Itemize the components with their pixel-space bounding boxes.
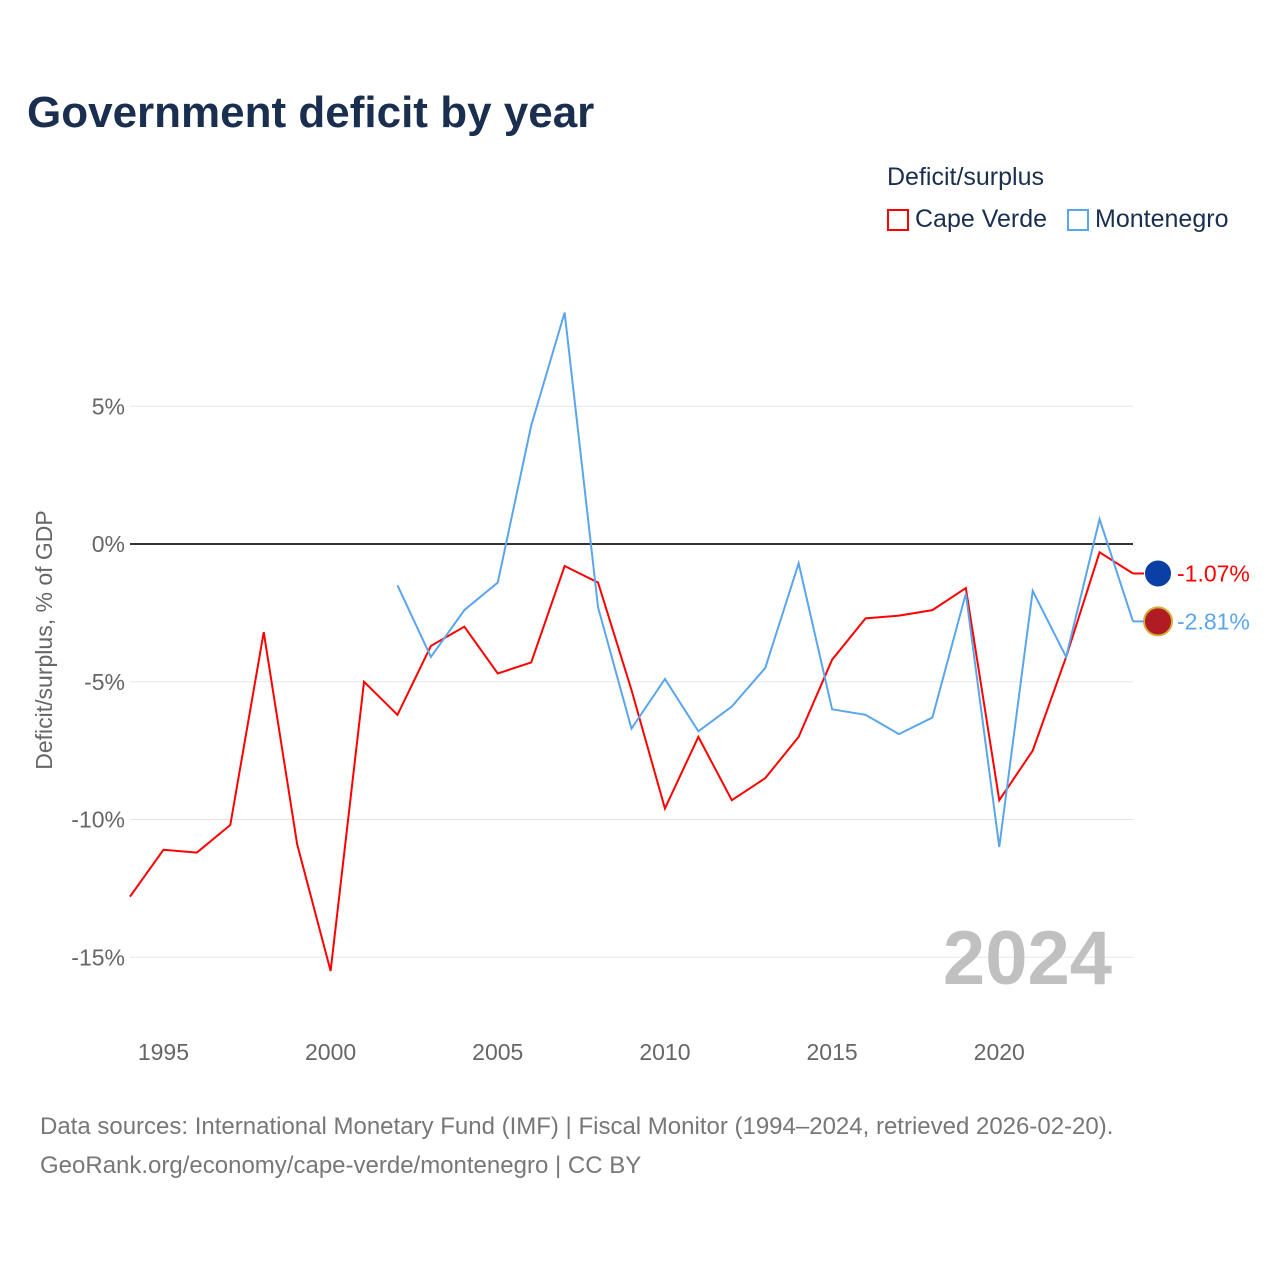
y-tick-label: -5%: [84, 669, 125, 695]
legend-item-montenegro[interactable]: Montenegro: [1067, 205, 1228, 234]
x-tick-label: 2000: [305, 1039, 356, 1065]
legend-title: Deficit/surplus: [887, 163, 1044, 191]
end-value-label: -2.81%: [1177, 608, 1250, 634]
legend-item-cape-verde[interactable]: Cape Verde: [887, 205, 1047, 234]
legend-swatch-cape-verde: [887, 208, 909, 231]
legend-label: Montenegro: [1095, 205, 1229, 233]
chart-title: Government deficit by year: [27, 88, 595, 137]
x-tick-label: 1995: [138, 1039, 189, 1065]
cape-verde-flag-icon: [1143, 558, 1173, 589]
footer-sources: Data sources: International Monetary Fun…: [40, 1113, 1114, 1140]
year-watermark: 2024: [943, 916, 1112, 1001]
x-tick-label: 2005: [472, 1039, 523, 1065]
footer: Data sources: International Monetary Fun…: [40, 1107, 1113, 1185]
x-tick-label: 2015: [807, 1039, 858, 1065]
legend: Cape Verde Montenegro: [887, 205, 1228, 234]
y-axis-label: Deficit/surplus, % of GDP: [31, 510, 57, 769]
x-tick-label: 2020: [974, 1039, 1025, 1065]
legend-label: Cape Verde: [915, 205, 1048, 233]
y-tick-label: -10%: [71, 807, 125, 833]
y-tick-label: 0%: [92, 531, 125, 557]
legend-swatch-montenegro: [1067, 208, 1090, 231]
end-value-label: -1.07%: [1177, 560, 1250, 586]
footer-link[interactable]: GeoRank.org/economy/cape-verde/montenegr…: [40, 1152, 642, 1179]
x-tick-label: 2010: [639, 1039, 690, 1065]
y-tick-label: 5%: [92, 393, 125, 419]
series-line-cape-verde: [129, 550, 1134, 972]
series-line-montenegro: [396, 312, 1134, 848]
montenegro-flag-icon: [1143, 606, 1173, 637]
y-tick-label: -15%: [71, 944, 125, 970]
